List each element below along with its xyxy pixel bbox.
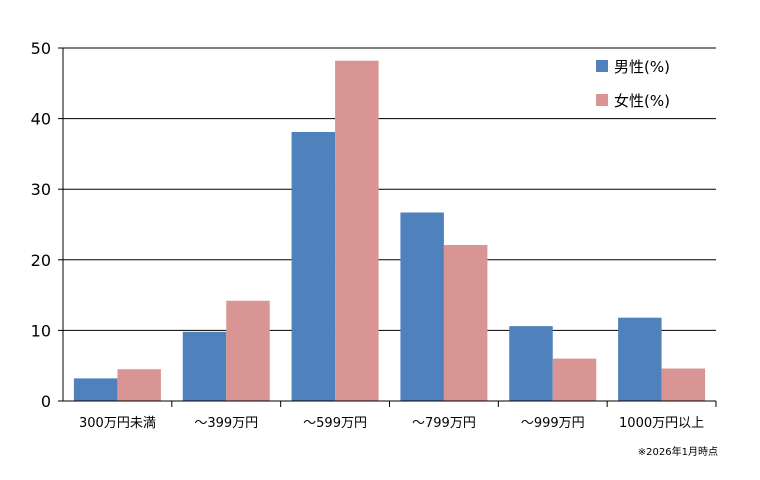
bar-male-5 [618,317,662,401]
x-tick-label: 1000万円以上 [619,416,704,431]
bar-male-1 [182,331,227,401]
bar-male-2 [291,132,336,401]
y-tick-label: 0 [41,392,51,411]
bar-female-5 [661,368,706,401]
legend-swatch-male [596,60,608,72]
y-tick-label: 10 [31,321,51,340]
legend-label-female: 女性(%) [614,92,670,110]
legend: 男性(%) 女性(%) [596,58,670,110]
bar-female-3 [443,244,488,401]
date-note: ※2026年1月時点 [638,445,718,458]
y-tick-label: 20 [31,251,51,270]
legend-swatch-female [596,94,608,106]
x-tick-label: ～799万円 [412,416,476,431]
bar-male-4 [509,326,553,401]
bar-female-1 [226,300,270,401]
x-tick-label: ～599万円 [303,416,367,431]
bar-female-2 [335,60,379,401]
x-tick-label: ～999万円 [521,416,585,431]
bar-male-0 [73,378,118,401]
y-tick-label: 40 [31,110,51,129]
x-tick-label: 300万円未満 [79,416,156,431]
legend-label-male: 男性(%) [614,58,670,76]
gridlines [63,47,716,331]
x-axis-ticks: 300万円未満 ～399万円 ～599万円 ～799万円 ～999万円 1000万円以上 [79,401,717,431]
bar-male-3 [400,212,444,401]
y-tick-label: 50 [31,39,51,58]
x-tick-label: ～399万円 [194,416,258,431]
bar-female-0 [117,369,161,401]
bar-female-4 [552,358,597,401]
y-tick-label: 30 [31,180,51,199]
y-axis-ticks: 0 10 20 30 40 50 [31,39,63,411]
bars [73,60,706,401]
